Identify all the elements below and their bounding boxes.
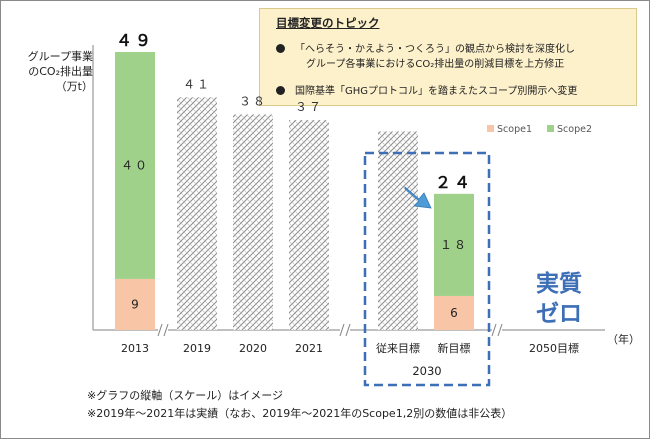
bullet-icon [276, 86, 285, 95]
axis-break-gap [158, 323, 168, 337]
axis-break-gap [340, 323, 350, 337]
x-tick-label-2050: 2050目標 [529, 341, 579, 355]
bar-label-scope2-2013: ４０ [121, 158, 149, 172]
x-tick-label-2020: 2020 [239, 342, 267, 355]
legend: Scope1 Scope2 [487, 124, 592, 135]
y-axis-label-line-3: （万t） [55, 80, 93, 93]
topic-bullet-2: 国際基準「GHGプロトコル」を踏まえたスコープ別開示へ変更 [276, 85, 577, 99]
x-tick-label-2021: 2021 [295, 342, 323, 355]
bar-scope2-2013 [115, 52, 155, 279]
group-2030-box [363, 151, 491, 387]
y-axis-label: グループ事業 のCO₂排出量 （万t） [5, 49, 93, 94]
net-zero-line-1: 実質 [536, 271, 582, 297]
total-label-2021: ３７ [295, 100, 323, 114]
axis-break-mark [157, 323, 169, 337]
reduction-arrow-icon [404, 186, 432, 209]
total-label-新目標: ２４ [435, 173, 473, 192]
bar-scope2-新目標 [434, 193, 474, 296]
legend-swatch-scope2 [547, 125, 554, 132]
group-2030-label: 2030 [412, 364, 441, 378]
axis-break-lines [157, 323, 169, 337]
x-tick-label-従来目標: 従来目標 [376, 341, 420, 355]
bar-label-scope1-2013: 9 [131, 297, 139, 311]
x-tick-label-2013: 2013 [121, 342, 149, 355]
axis-break-lines [491, 323, 503, 337]
topic-title: 目標変更のトピック [276, 16, 380, 30]
bar-label-scope1-新目標: 6 [450, 306, 458, 320]
bar-scope1-新目標 [434, 295, 474, 330]
topic-bullet-1-line-1: 「へらそう・かえよう・つくろう」の観点から検討を深度化し [276, 43, 575, 57]
legend-label-scope2: Scope2 [557, 124, 592, 135]
y-axis-label-line-1: グループ事業 [27, 50, 93, 63]
legend-swatch-scope1 [487, 125, 494, 132]
net-zero-label: 実質 ゼロ [531, 269, 587, 329]
x-tick-label-2019: 2019 [183, 342, 211, 355]
total-label-2019: ４１ [183, 77, 211, 91]
bullet-icon [276, 44, 285, 53]
footnote-1: ※グラフの縦軸（スケール）はイメージ [87, 389, 283, 402]
axis-break-mark [491, 323, 503, 337]
x-tick-label-新目標: 新目標 [438, 341, 471, 355]
topic-bullet-2-text: 国際基準「GHGプロトコル」を踏まえたスコープ別開示へ変更 [295, 86, 578, 97]
bar-hatched-2019 [177, 97, 217, 331]
bar-scope1-2013 [115, 278, 155, 330]
net-zero-line-2: ゼロ [536, 301, 582, 327]
x-axis-unit-label: （年） [607, 332, 640, 346]
footnote-2: ※2019年～2021年は実績（なお、2019年～2021年のScope1,2別… [87, 407, 513, 420]
total-label-2020: ３８ [239, 94, 267, 108]
topic-box: 目標変更のトピック 「へらそう・かえよう・つくろう」の観点から検討を深度化し グ… [259, 8, 637, 106]
topic-bullet-1-line-2: グループ各事業におけるCO₂排出量の削減目標を上方修正 [306, 59, 565, 70]
y-axis-label-line-2: のCO₂排出量 [28, 65, 93, 78]
legend-label-scope1: Scope1 [497, 124, 532, 135]
bar-hatched-従来目標 [378, 131, 418, 330]
axis-break-mark [339, 323, 351, 337]
topic-bullet-1-text-1: 「へらそう・かえよう・つくろう」の観点から検討を深度化し [295, 44, 575, 55]
bar-label-scope2-新目標: １８ [440, 238, 468, 252]
axis-break-gap [492, 323, 502, 337]
bar-hatched-2021 [289, 120, 329, 330]
bar-hatched-2020 [233, 114, 273, 330]
total-label-2013: ４９ [116, 31, 154, 50]
axis-break-lines [339, 323, 351, 337]
